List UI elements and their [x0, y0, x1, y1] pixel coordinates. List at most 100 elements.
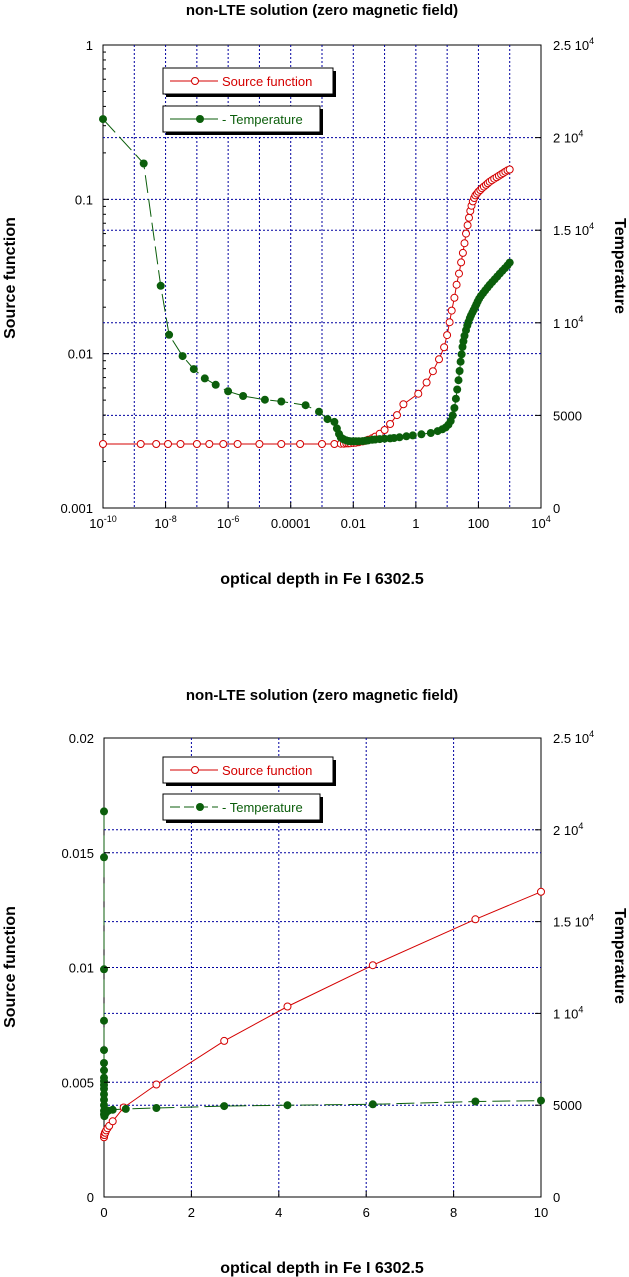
- data-point-temperature: [189, 365, 198, 374]
- x-axis-ticks: 10-10 10-8 10-6 0.0001 0.01 1 100 104: [89, 502, 551, 531]
- data-point-temperature: [330, 417, 339, 426]
- legend: Source function - Temperature: [162, 67, 336, 135]
- data-point-source-function: [152, 1080, 161, 1089]
- data-point-source-function: [296, 440, 305, 448]
- data-point-temperature: [100, 1090, 108, 1099]
- legend-marker-source: [191, 766, 199, 774]
- x-tick-label-exponent: -8: [169, 514, 177, 524]
- data-point-temperature: [457, 350, 466, 359]
- x-axis-ticks: 0 2 4 6 8 10: [100, 1191, 548, 1220]
- y2-tick-label: 2.5 104: [553, 729, 594, 746]
- y-tick-label: 0.02: [69, 731, 94, 746]
- data-point-source-function: [455, 269, 463, 278]
- data-point-temperature: [453, 385, 462, 394]
- data-point-temperature: [224, 387, 233, 396]
- data-point-source-function: [368, 961, 377, 970]
- data-point-source-function: [277, 440, 286, 448]
- data-point-source-function: [99, 440, 107, 448]
- data-point-source-function: [318, 440, 326, 448]
- data-point-temperature: [260, 395, 269, 404]
- data-point-source-function: [152, 440, 161, 448]
- y2-tick-label-exponent: 4: [589, 729, 594, 739]
- x-tick-label: 6: [363, 1205, 370, 1220]
- data-point-source-function: [399, 400, 408, 409]
- data-point-temperature: [152, 1104, 161, 1112]
- data-point-source-function: [458, 248, 467, 257]
- x-tick-label: 0.0001: [271, 516, 311, 531]
- data-point-source-function: [136, 440, 145, 448]
- data-point-temperature: [239, 392, 248, 400]
- series-lines: [103, 811, 542, 1138]
- y2-tick-label-exponent: 4: [578, 314, 583, 324]
- data-point-temperature: [211, 380, 220, 389]
- x-tick-label-exponent: 4: [546, 514, 551, 524]
- y2-tick-label: 5000: [553, 1098, 582, 1113]
- data-point-temperature: [454, 376, 463, 385]
- data-point-source-function: [414, 389, 423, 398]
- legend-entry-source-function: Source function: [162, 67, 336, 97]
- y-tick-label: 0.1: [75, 192, 93, 207]
- y2-tick-label-base: 1.5 10: [553, 223, 589, 238]
- y2-tick-label: 2 104: [553, 129, 583, 146]
- data-point-temperature: [100, 1095, 108, 1104]
- chart-log-scale: non-LTE solution (zero magnetic field) 1…: [2, 2, 628, 588]
- data-point-temperature: [139, 159, 148, 168]
- data-point-temperature: [395, 433, 404, 442]
- data-point-temperature: [408, 431, 417, 440]
- x-tick-label: 0.01: [341, 516, 366, 531]
- series-markers: [100, 807, 545, 1142]
- data-point-source-function: [428, 367, 437, 376]
- legend-label-temperature: - Temperature: [222, 800, 303, 815]
- legend-label-temperature-text: Temperature: [230, 800, 303, 815]
- data-point-source-function: [505, 165, 514, 174]
- data-point-source-function: [219, 440, 228, 448]
- series-markers: [99, 115, 514, 448]
- chart-linear-scale: non-LTE solution (zero magnetic field) 0…: [2, 687, 628, 1277]
- data-point-source-function: [164, 440, 172, 448]
- legend-shadow: [333, 71, 336, 97]
- data-point-temperature: [450, 404, 459, 412]
- y2-tick-label-exponent: 4: [589, 36, 594, 46]
- legend-label-temperature: - Temperature: [222, 112, 303, 127]
- legend-shadow: [166, 94, 336, 97]
- legend-shadow: [166, 820, 323, 823]
- data-point-source-function: [205, 440, 214, 448]
- data-point-source-function: [443, 331, 452, 340]
- y-tick-label: 0.01: [69, 961, 94, 976]
- y2-tick-label: 1 104: [553, 314, 583, 331]
- data-point-temperature: [100, 1066, 108, 1075]
- data-point-source-function: [380, 426, 389, 434]
- data-point-temperature: [417, 430, 426, 439]
- data-point-temperature: [100, 1101, 108, 1110]
- data-point-temperature: [121, 1104, 130, 1113]
- x-tick-label: 10-8: [154, 514, 176, 531]
- x-tick-label-base: 10: [531, 516, 545, 531]
- legend-entry-temperature: - Temperature: [162, 793, 323, 823]
- data-point-temperature: [100, 853, 108, 862]
- data-point-temperature: [156, 281, 165, 290]
- data-point-temperature: [315, 407, 323, 416]
- x-tick-label: 10: [534, 1205, 548, 1220]
- y2-tick-label: 5000: [553, 408, 582, 423]
- data-point-temperature: [277, 397, 286, 406]
- y2-tick-label-base: 2.5 10: [553, 731, 589, 746]
- legend-shadow: [333, 760, 336, 786]
- data-point-temperature: [451, 394, 460, 403]
- legend-dash: -: [222, 112, 230, 127]
- legend-shadow: [166, 132, 323, 135]
- y2-tick-label-exponent: 4: [578, 129, 583, 139]
- y2-tick-label: 2.5 104: [553, 36, 594, 53]
- x-tick-label: 8: [450, 1205, 457, 1220]
- chart-title: non-LTE solution (zero magnetic field): [186, 687, 458, 704]
- y-tick-label: 0: [87, 1190, 94, 1205]
- data-point-source-function: [452, 280, 461, 289]
- data-point-temperature: [100, 1046, 108, 1055]
- data-point-source-function: [176, 440, 185, 448]
- y2-tick-label: 1.5 104: [553, 221, 594, 238]
- x-tick-label: 1: [412, 516, 419, 531]
- x-tick-label-exponent: -10: [104, 514, 117, 524]
- data-point-temperature: [165, 330, 174, 339]
